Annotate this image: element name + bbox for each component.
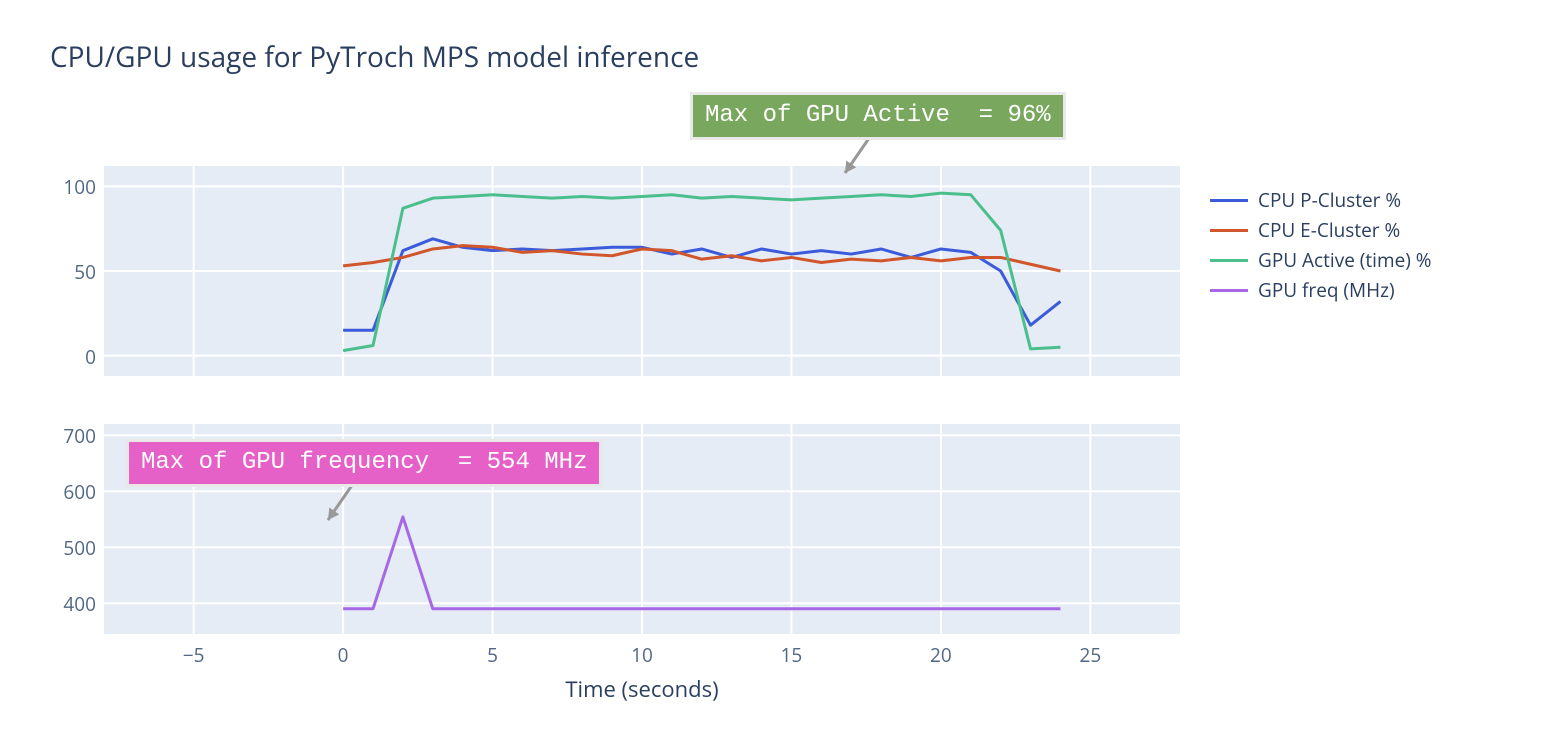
y-tick-label: 100 <box>63 174 96 200</box>
annotation-box: Max of GPU Active = 96% <box>690 92 1066 140</box>
y-tick-label: 50 <box>74 259 96 285</box>
x-tick-label: 5 <box>468 642 518 668</box>
annotation-box: Max of GPU frequency = 554 MHz <box>126 439 602 487</box>
x-tick-label: 0 <box>318 642 368 668</box>
y-tick-label: 400 <box>63 591 96 617</box>
x-tick-label: 15 <box>766 642 816 668</box>
x-tick-label: 20 <box>916 642 966 668</box>
y-tick-label: 700 <box>63 423 96 449</box>
chart-container: CPU/GPU usage for PyTroch MPS model infe… <box>0 0 1550 740</box>
x-tick-label: −5 <box>169 642 219 668</box>
y-tick-label: 0 <box>85 344 96 370</box>
series-line <box>343 239 1060 330</box>
y-tick-label: 500 <box>63 535 96 561</box>
x-tick-label: 10 <box>617 642 667 668</box>
x-tick-label: 25 <box>1065 642 1115 668</box>
series-line <box>343 517 1060 609</box>
y-tick-label: 600 <box>63 479 96 505</box>
